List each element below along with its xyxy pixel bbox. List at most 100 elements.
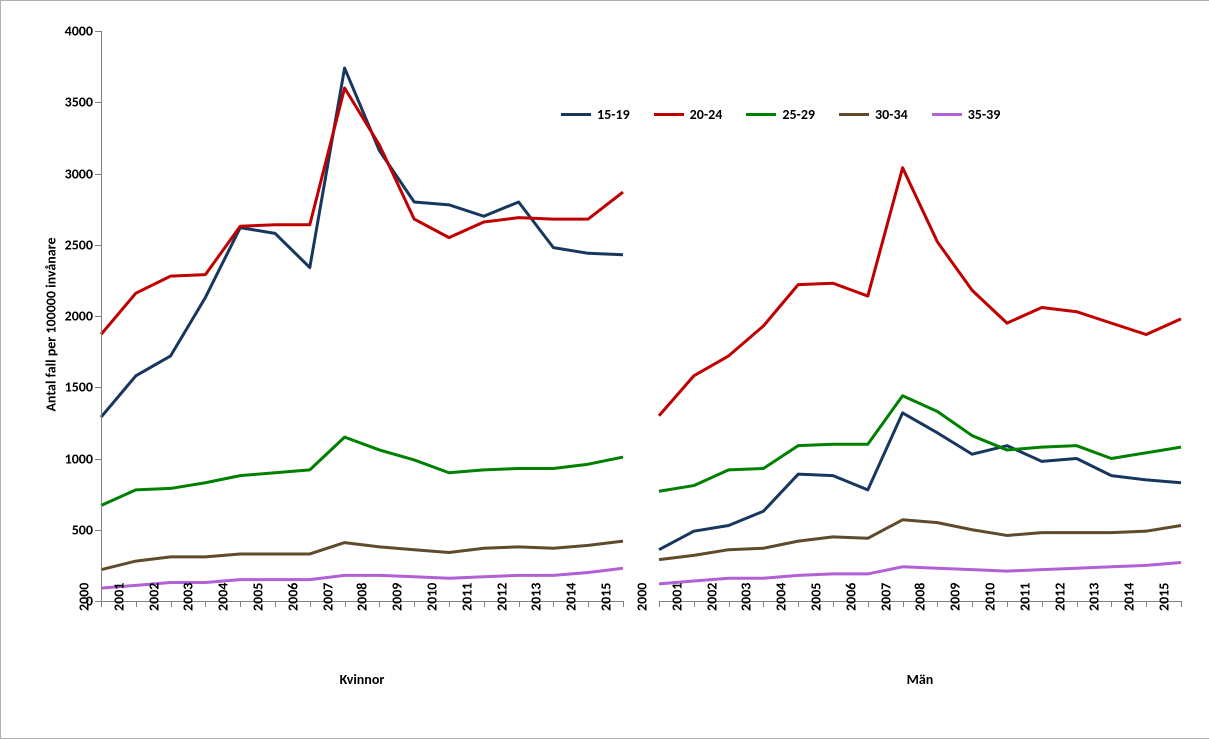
y-tick-label: 2500 [33,236,93,253]
x-tick-mark [729,601,730,607]
x-tick-label: 2001 [110,583,127,611]
y-axis-label: Antal fall per 100000 invånare [43,195,60,455]
x-tick-mark [414,601,415,607]
legend-swatch [746,113,776,116]
x-tick-mark [275,601,276,607]
group-label: Kvinnor [340,671,385,688]
x-tick-label: 2009 [389,583,406,611]
x-tick-mark [553,601,554,607]
series-line [659,563,1181,584]
legend-swatch [654,113,684,116]
y-tick-mark [95,31,101,32]
y-tick-mark [95,174,101,175]
x-tick-mark [1146,601,1147,607]
x-tick-label: 2003 [738,583,755,611]
x-tick-label: 2005 [808,583,825,611]
x-tick-label: 2011 [458,583,475,611]
legend-label: 15-19 [597,106,630,123]
x-tick-mark [519,601,520,607]
x-tick-mark [659,601,660,607]
x-tick-label: 2013 [528,583,545,611]
legend: 15-19 20-24 25-29 30-34 35-39 [561,106,1000,123]
x-tick-mark [171,601,172,607]
x-tick-mark [903,601,904,607]
x-tick-mark [694,601,695,607]
legend-label: 20-24 [690,106,723,123]
x-tick-mark [1181,601,1182,607]
x-tick-label: 2015 [598,583,615,611]
x-tick-label: 2014 [1121,583,1138,611]
x-tick-mark [623,601,624,607]
series-line [101,541,623,570]
x-tick-mark [1111,601,1112,607]
y-tick-label: 1000 [33,450,93,467]
legend-label: 25-29 [782,106,815,123]
x-tick-mark [345,601,346,607]
x-tick-mark [1042,601,1043,607]
y-tick-mark [95,530,101,531]
x-tick-label: 2004 [215,583,232,611]
x-tick-mark [101,601,102,607]
legend-swatch [561,113,591,116]
x-tick-label: 2008 [912,583,929,611]
x-tick-label: 2005 [250,583,267,611]
legend-label: 35-39 [968,106,1001,123]
legend-item: 35-39 [932,106,1001,123]
x-tick-label: 2012 [493,583,510,611]
series-line [101,88,623,335]
x-tick-label: 2013 [1086,583,1103,611]
y-tick-label: 500 [33,521,93,538]
x-tick-mark [449,601,450,607]
y-tick-label: 3500 [33,94,93,111]
x-tick-mark [868,601,869,607]
legend-item: 20-24 [654,106,723,123]
x-tick-label: 2006 [284,583,301,611]
x-tick-label: 2001 [668,583,685,611]
x-tick-mark [763,601,764,607]
x-tick-label: 2014 [563,583,580,611]
x-tick-label: 2012 [1051,583,1068,611]
x-tick-mark [1077,601,1078,607]
legend-item: 30-34 [839,106,908,123]
series-line [659,168,1181,416]
x-tick-label: 2010 [982,583,999,611]
legend-item: 25-29 [746,106,815,123]
group-label: Män [907,671,934,688]
y-tick-label: 2000 [33,308,93,325]
x-tick-mark [798,601,799,607]
x-tick-label: 2010 [424,583,441,611]
x-tick-label: 2000 [634,583,651,611]
x-tick-label: 2002 [145,583,162,611]
x-tick-label: 2009 [947,583,964,611]
x-tick-mark [379,601,380,607]
y-tick-mark [95,102,101,103]
y-tick-mark [95,245,101,246]
y-tick-label: 3000 [33,165,93,182]
y-tick-mark [95,459,101,460]
y-tick-label: 1500 [33,379,93,396]
x-tick-label: 2006 [842,583,859,611]
x-tick-label: 2007 [877,583,894,611]
y-tick-mark [95,387,101,388]
x-tick-mark [972,601,973,607]
x-tick-label: 2000 [76,583,93,611]
series-line [101,68,623,417]
x-tick-mark [588,601,589,607]
x-tick-label: 2003 [180,583,197,611]
x-tick-mark [205,601,206,607]
series-line [101,437,623,505]
series-line [659,413,1181,550]
x-tick-mark [833,601,834,607]
legend-swatch [839,113,869,116]
x-tick-label: 2002 [703,583,720,611]
x-tick-mark [937,601,938,607]
y-tick-label: 4000 [33,23,93,40]
y-tick-mark [95,316,101,317]
x-tick-label: 2008 [354,583,371,611]
x-tick-mark [484,601,485,607]
x-tick-mark [240,601,241,607]
x-tick-label: 2015 [1156,583,1173,611]
x-tick-mark [136,601,137,607]
x-tick-mark [1007,601,1008,607]
series-line [659,520,1181,560]
